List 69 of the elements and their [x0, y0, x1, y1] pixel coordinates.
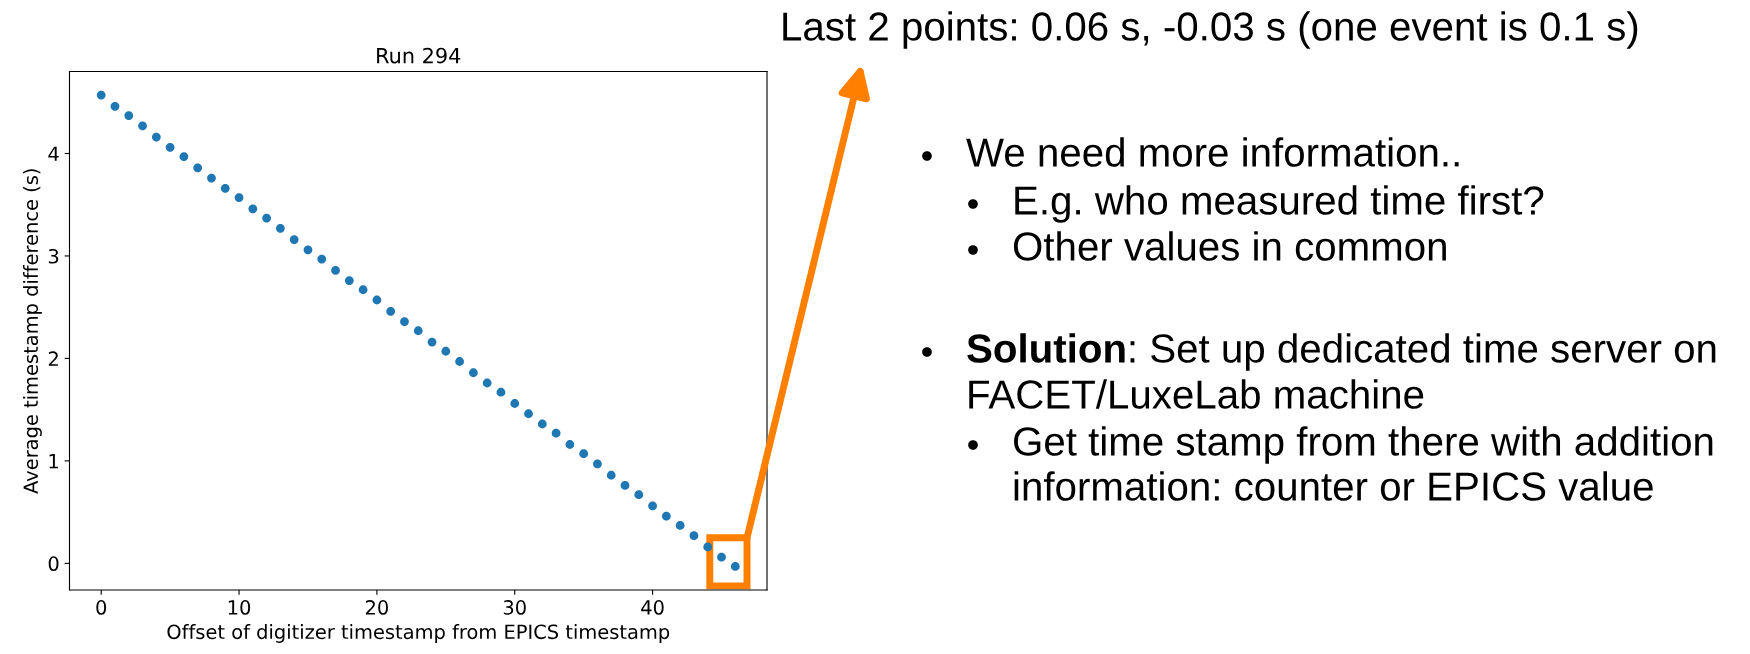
- text: We need more information..: [966, 137, 1459, 167]
- y-tick-label: 3: [48, 248, 59, 264]
- text: : Set up dedicated time server on: [1130, 333, 1716, 371]
- point: [469, 368, 478, 378]
- point: [482, 378, 492, 388]
- point: [179, 152, 189, 161]
- point: [510, 399, 520, 408]
- point: [441, 346, 451, 356]
- y-tick-label: 0: [48, 556, 59, 572]
- x-axis-title: Offset of digitizer timestamp from EPICS timestamp: [167, 624, 670, 643]
- point: [551, 428, 561, 438]
- point: [262, 213, 272, 223]
- point: [110, 101, 120, 111]
- point: [537, 419, 547, 429]
- text: E.g. who measured time first?: [1015, 185, 1544, 223]
- point: [303, 245, 313, 255]
- point: [234, 193, 244, 202]
- point: [413, 326, 423, 336]
- point: [689, 531, 699, 541]
- y-tick-label: 4: [48, 146, 59, 161]
- point: [496, 387, 506, 397]
- text: Other values in common: [1013, 231, 1446, 261]
- point: [344, 276, 354, 285]
- point: [289, 235, 299, 244]
- point: [151, 132, 161, 142]
- point: [606, 470, 616, 480]
- text: FACET/LuxeLab machine: [969, 379, 1424, 409]
- point: [372, 295, 382, 305]
- point: [220, 183, 230, 193]
- point: [579, 449, 589, 459]
- text: Solution: [967, 333, 1125, 363]
- point: [207, 173, 216, 183]
- x-tick-label: 10: [228, 600, 251, 615]
- point: [276, 223, 285, 233]
- text: Get time stamp from there with addition: [1014, 426, 1713, 464]
- text: information: counter or EPICS value: [1014, 471, 1653, 501]
- point: [648, 501, 657, 511]
- point: [565, 440, 575, 449]
- y-tick-label: 1: [49, 454, 58, 469]
- point: [675, 521, 685, 530]
- point: [138, 121, 147, 131]
- y-axis-title: Average timestamp difference (s): [23, 169, 42, 494]
- x-tick-label: 30: [503, 600, 526, 615]
- point: [96, 90, 106, 100]
- point: [248, 204, 258, 214]
- point: [124, 111, 134, 120]
- point: [317, 254, 327, 264]
- point: [524, 409, 533, 419]
- x-tick-label: 20: [365, 600, 388, 615]
- text: Last 2 points: 0.06 s, -0.03 s (one event is 0.1 s): [783, 11, 1638, 49]
- point: [634, 490, 644, 500]
- point: [427, 337, 437, 347]
- point: [593, 459, 602, 469]
- y-tick-label: 2: [48, 351, 58, 366]
- point: [717, 552, 726, 562]
- point: [400, 317, 409, 326]
- x-tick-label: 0: [96, 600, 107, 615]
- point: [620, 481, 630, 490]
- point: [455, 357, 464, 366]
- point: [386, 306, 396, 316]
- point: [165, 142, 175, 152]
- point: [331, 265, 340, 275]
- x-tick-label: 40: [641, 600, 664, 615]
- point: [193, 163, 203, 173]
- point: [358, 285, 368, 295]
- point: [730, 562, 740, 571]
- point: [661, 511, 671, 521]
- point: [703, 542, 713, 552]
- chart-title: Run 294: [377, 47, 461, 64]
